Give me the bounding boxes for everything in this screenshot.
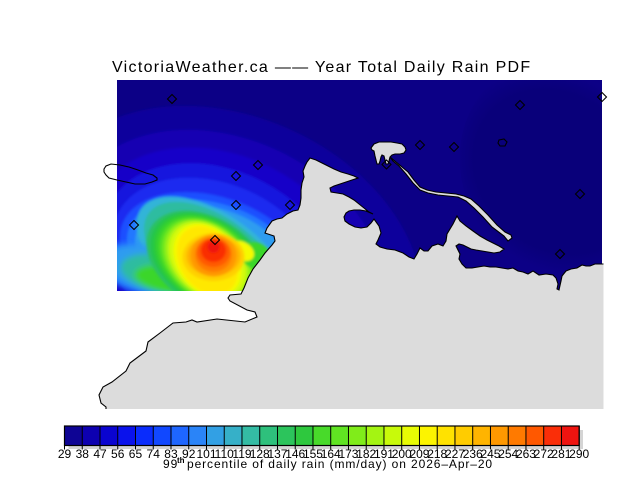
svg-text:74: 74 (147, 447, 161, 461)
svg-text:209: 209 (409, 447, 429, 461)
svg-text:128: 128 (250, 447, 270, 461)
svg-text:263: 263 (516, 447, 536, 461)
svg-text:218: 218 (427, 447, 447, 461)
svg-text:227: 227 (445, 447, 465, 461)
svg-text:38: 38 (76, 447, 90, 461)
svg-text:281: 281 (551, 447, 571, 461)
svg-text:101: 101 (196, 447, 216, 461)
svg-text:155: 155 (303, 447, 323, 461)
svg-text:119: 119 (232, 447, 251, 461)
svg-text:236: 236 (463, 447, 483, 461)
svg-text:146: 146 (285, 447, 305, 461)
svg-text:th: th (177, 456, 185, 465)
svg-text:245: 245 (480, 447, 500, 461)
svg-text:65: 65 (129, 447, 143, 461)
svg-text:110: 110 (215, 447, 234, 461)
svg-text:290: 290 (569, 447, 589, 461)
svg-text:99: 99 (163, 457, 178, 471)
svg-text:percentile of daily rain (mm/d: percentile of daily rain (mm/day) on 202… (187, 457, 493, 471)
svg-text:182: 182 (356, 447, 376, 461)
svg-text:272: 272 (534, 447, 554, 461)
svg-text:56: 56 (111, 447, 125, 461)
svg-text:200: 200 (392, 447, 412, 461)
svg-text:164: 164 (321, 447, 341, 461)
svg-text:29: 29 (58, 447, 72, 461)
svg-text:83: 83 (164, 447, 178, 461)
svg-text:137: 137 (267, 447, 287, 461)
svg-text:47: 47 (93, 447, 107, 461)
svg-text:254: 254 (498, 447, 518, 461)
svg-text:191: 191 (374, 447, 394, 461)
svg-text:VictoriaWeather.ca —— Year Tot: VictoriaWeather.ca —— Year Total Daily R… (112, 59, 532, 76)
svg-text:92: 92 (182, 447, 196, 461)
svg-text:173: 173 (338, 447, 358, 461)
